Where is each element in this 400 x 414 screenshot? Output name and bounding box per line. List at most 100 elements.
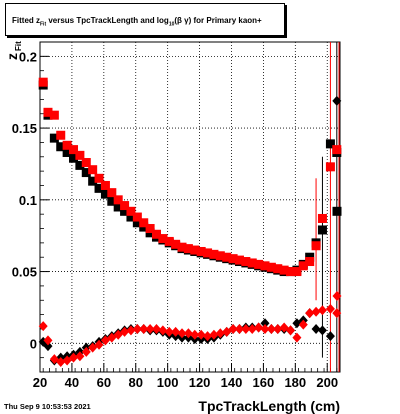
y-tick-label: 0.1 xyxy=(19,193,37,208)
y-tick-label: 0.05 xyxy=(12,265,37,280)
square-marker xyxy=(325,162,335,172)
diamond-marker xyxy=(43,335,53,346)
square-marker xyxy=(266,262,276,272)
grid-lines xyxy=(40,42,340,372)
diamond-marker xyxy=(171,326,181,337)
square-marker xyxy=(325,139,335,149)
x-tick-label: 100 xyxy=(157,375,179,390)
diamond-marker xyxy=(209,329,219,340)
diamond-marker xyxy=(234,323,244,334)
diamond-marker xyxy=(183,328,193,339)
square-marker xyxy=(234,255,244,265)
square-marker xyxy=(209,249,219,259)
y-axis-label-main: z xyxy=(4,53,20,60)
square-marker xyxy=(88,165,98,175)
diamond-marker xyxy=(325,331,335,342)
square-marker xyxy=(298,261,308,271)
square-marker xyxy=(203,248,213,258)
diamond-marker xyxy=(273,323,283,334)
diamond-marker xyxy=(311,306,321,317)
diamond-marker xyxy=(332,308,342,319)
diamond-marker xyxy=(311,323,321,334)
square-marker xyxy=(75,160,85,170)
diamond-marker xyxy=(139,323,149,334)
square-marker xyxy=(164,236,174,246)
x-tick-label: 160 xyxy=(253,375,275,390)
footer-timestamp: Thu Sep 9 10:53:53 2021 xyxy=(4,402,91,411)
square-marker xyxy=(171,239,181,249)
square-marker xyxy=(38,77,48,87)
diamond-marker xyxy=(266,323,276,334)
diamond-marker xyxy=(286,325,296,336)
diamond-marker xyxy=(120,326,130,337)
square-marker xyxy=(49,133,59,143)
diamond-marker xyxy=(43,341,53,352)
chart-title-sub2: 10 xyxy=(168,21,175,28)
square-marker xyxy=(241,257,251,267)
square-marker xyxy=(113,195,123,205)
square-marker xyxy=(126,212,136,222)
diamond-marker xyxy=(158,325,168,336)
square-marker xyxy=(215,251,225,261)
diamond-marker xyxy=(325,303,335,314)
axis-ticks xyxy=(39,55,338,372)
y-tick-label: 0 xyxy=(30,336,37,351)
square-marker xyxy=(132,218,142,228)
diamond-marker xyxy=(305,308,315,319)
diamond-marker xyxy=(190,329,200,340)
chart-title-box: Fitted zFit versus TpcTrackLength and lo… xyxy=(5,3,285,36)
square-marker xyxy=(107,196,117,206)
diamond-marker xyxy=(145,323,155,334)
square-marker xyxy=(279,265,289,275)
square-marker xyxy=(56,130,66,140)
square-marker xyxy=(88,176,98,186)
square-marker xyxy=(132,212,142,222)
square-marker xyxy=(196,246,206,256)
square-marker xyxy=(94,183,104,193)
x-tick-label: 80 xyxy=(129,375,143,390)
square-marker xyxy=(100,180,110,190)
diamond-marker xyxy=(254,322,264,333)
diamond-marker xyxy=(332,95,342,106)
chart-title: Fitted zFit versus TpcTrackLength and lo… xyxy=(12,16,262,28)
square-marker xyxy=(332,206,342,216)
square-marker xyxy=(75,150,85,160)
diamond-marker xyxy=(132,323,142,334)
square-marker xyxy=(247,258,257,268)
diamond-marker xyxy=(196,329,206,340)
square-marker xyxy=(183,244,193,254)
diamond-marker xyxy=(260,323,270,334)
square-marker xyxy=(107,188,117,198)
square-marker xyxy=(43,107,53,117)
square-marker xyxy=(190,245,200,255)
diamond-marker xyxy=(203,331,213,342)
y-axis-label-sub: Fit xyxy=(14,41,23,51)
x-axis-label: TpcTrackLength (cm) xyxy=(198,398,340,414)
diamond-marker xyxy=(260,318,270,329)
square-marker xyxy=(62,147,72,157)
chart-title-sub1: Fit xyxy=(40,21,47,28)
chart-title-part3: (β γ) for Primary kaon+ xyxy=(174,16,262,25)
x-tick-label: 60 xyxy=(97,375,111,390)
square-marker xyxy=(69,145,79,155)
x-tick-label: 180 xyxy=(284,375,306,390)
x-tick-label: 40 xyxy=(65,375,79,390)
square-marker xyxy=(56,142,66,152)
y-tick-label: 0.15 xyxy=(12,121,37,136)
square-marker xyxy=(254,259,264,269)
diamond-marker xyxy=(81,346,91,357)
diamond-marker xyxy=(94,339,104,350)
diamond-marker xyxy=(126,325,136,336)
square-marker xyxy=(120,206,130,216)
square-marker xyxy=(81,168,91,178)
y-axis-label: z Fit xyxy=(4,41,23,60)
square-marker xyxy=(113,202,123,212)
diamond-marker xyxy=(215,328,225,339)
diamond-marker xyxy=(292,332,302,343)
square-marker xyxy=(94,173,104,183)
square-marker xyxy=(228,254,238,264)
square-marker xyxy=(126,206,136,216)
square-marker xyxy=(139,218,149,228)
square-marker xyxy=(49,110,59,120)
